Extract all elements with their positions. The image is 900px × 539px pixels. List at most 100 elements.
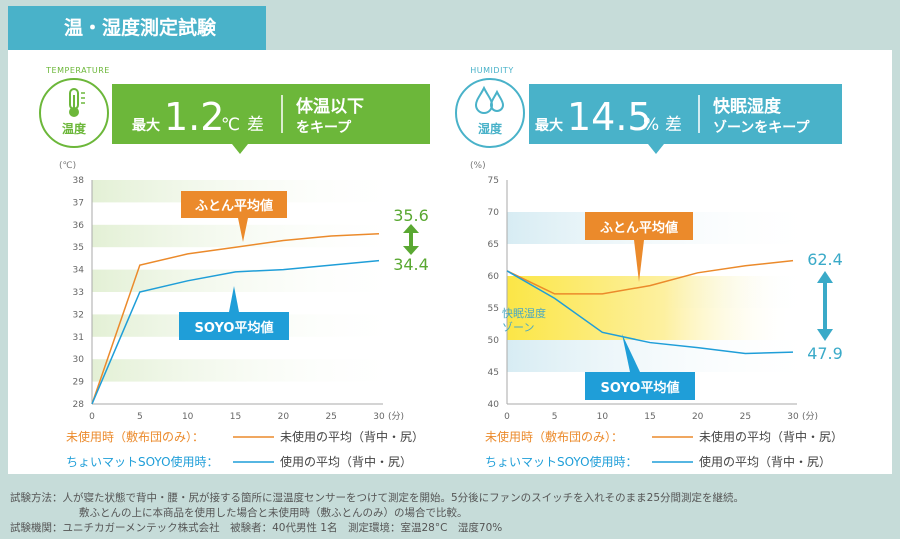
humid-soyo-label: SOYO平均値: [601, 380, 680, 396]
temp-series-line-soyo: [91, 259, 380, 405]
temp-band: [92, 269, 409, 292]
temp-y-tick-label: 34: [73, 266, 85, 276]
temp-x-tick-label: 15: [230, 412, 241, 422]
humid-icon-circle: [455, 78, 525, 148]
humid-futon-callout-pointer: [634, 240, 644, 282]
temp-x-tick-label: 30: [373, 412, 385, 422]
legend-futon-line-2: 未使用の平均（背中・尻）: [699, 429, 843, 444]
humid-y-tick-label: 45: [488, 368, 499, 378]
humid-banner-unit: %: [643, 115, 659, 135]
temp-y-tick-label: 35: [73, 243, 84, 253]
note-institution: 試験機関：ユニチカガーメンテック株式会社 被験者：40代男性 1名 測定環境：室…: [10, 522, 503, 534]
humid-band: [507, 340, 823, 372]
humid-value-high: 62.4: [807, 250, 843, 269]
humid-comfort-zone: [507, 276, 793, 340]
temp-series-line-futon: [91, 233, 380, 405]
temp-x-axis-unit: (分): [388, 411, 404, 422]
humid-y-tick-label: 65: [488, 240, 499, 250]
temp-value-high: 35.6: [393, 206, 429, 225]
temp-y-tick-label: 32: [73, 310, 84, 320]
humid-x-tick-label: 20: [692, 412, 704, 422]
temp-value-low: 34.4: [393, 255, 429, 274]
temp-futon-callout: [181, 191, 287, 218]
legend-temp: 未使用時（敷布団のみ）： 未使用の平均（背中・尻） ちょいマットSOYO使用時：…: [66, 429, 424, 469]
water-drop-icon: [474, 85, 505, 114]
legend-soyo-line: 使用の平均（背中・尻）: [280, 454, 412, 469]
temp-banner-pointer: [232, 144, 248, 154]
humid-banner-pointer: [648, 144, 664, 154]
legend-futon-condition: 未使用時（敷布団のみ）：: [66, 429, 204, 444]
humid-series-line-futon: [506, 259, 794, 295]
temp-futon-label: ふとん平均値: [195, 198, 273, 214]
temp-soyo-callout-pointer: [229, 286, 239, 312]
humid-zone-label-1: 快眠湿度: [502, 306, 546, 320]
thermometer-icon: [69, 88, 85, 117]
humid-x-tick-label: 15: [644, 412, 655, 422]
temp-y-tick-label: 31: [73, 333, 84, 343]
humid-banner: [529, 84, 842, 144]
legend-soyo-condition-2: ちょいマットSOYO使用時：: [485, 454, 638, 469]
humid-x-tick-label: 10: [597, 412, 609, 422]
temp-unit-label: (℃): [59, 161, 76, 171]
humid-x-tick-label: 30: [787, 412, 799, 422]
humid-axes: 40 45 50 55 60 65 70 75 0 5 10 15 20 25 30 (分): [488, 176, 818, 422]
humidity-section: 最大 14.5 % 差 快眠湿度 ゾーンをキープ HUMIDITY 湿度 (%)…: [455, 66, 843, 422]
temp-x-tick-label: 10: [182, 412, 194, 422]
temp-y-tick-label: 37: [73, 198, 84, 208]
temp-banner-value: 1.2: [164, 95, 224, 139]
temp-soyo-label: SOYO平均値: [195, 320, 274, 336]
humid-y-tick-label: 60: [488, 272, 500, 282]
legend-futon-line: 未使用の平均（背中・尻）: [280, 429, 424, 444]
humid-futon-label: ふとん平均値: [600, 220, 678, 236]
humid-banner-suffix: 差: [665, 115, 682, 135]
legend-soyo-condition: ちょいマットSOYO使用時：: [66, 454, 219, 469]
temp-x-tick-label: 25: [325, 412, 336, 422]
humid-soyo-callout-pointer: [622, 334, 640, 372]
temp-band: [92, 359, 409, 382]
humid-banner-value: 14.5: [567, 95, 652, 139]
temp-y-tick-label: 29: [73, 378, 85, 388]
temp-banner-line2: をキープ: [296, 120, 352, 136]
page-title: 温・湿度測定試験: [8, 6, 266, 50]
humid-y-tick-label: 70: [488, 208, 500, 218]
temp-series: [91, 233, 380, 405]
temp-banner-prefix: 最大: [132, 117, 160, 134]
legend-humid: 未使用時（敷布団のみ）： 未使用の平均（背中・尻） ちょいマットSOYO使用時：…: [485, 429, 843, 469]
temp-x-tick-label: 0: [89, 412, 95, 422]
temp-y-tick-label: 33: [73, 288, 84, 298]
temperature-section: 最大 1.2 ℃ 差 体温以下 をキープ TEMPERATURE 温度 (℃) …: [39, 66, 430, 422]
temp-diff-arrow-icon: [403, 224, 419, 255]
temp-band: [92, 224, 409, 248]
temp-grid-bands: [92, 180, 409, 382]
humid-value-low: 47.9: [807, 344, 843, 363]
humid-grid-bands: [507, 212, 823, 372]
humid-icon-caption: HUMIDITY: [470, 66, 513, 75]
temp-icon-label: 温度: [62, 121, 87, 136]
humid-y-tick-label: 55: [488, 304, 499, 314]
temp-futon-callout-pointer: [238, 218, 248, 242]
humid-soyo-callout: [585, 372, 695, 400]
temp-icon-caption: TEMPERATURE: [45, 66, 110, 75]
humid-series: [506, 259, 794, 355]
humid-zone-label-2: ゾーン: [502, 321, 534, 334]
humid-y-tick-label: 40: [488, 400, 500, 410]
note-method: 試験方法：人が寝た状態で背中・腰・尻が接する箇所に湿温度センサーをつけて測定を開…: [10, 492, 745, 504]
humid-y-tick-label: 75: [488, 176, 499, 186]
temp-banner: [112, 84, 430, 144]
note-comparison: 敷ふとんの上に本商品を使用した場合と未使用時（敷ふとんのみ）の場合で比較。: [79, 507, 468, 519]
humid-x-tick-label: 25: [740, 412, 751, 422]
humid-x-tick-label: 0: [504, 412, 510, 422]
temp-banner-suffix: 差: [247, 115, 264, 135]
legend-soyo-line-2: 使用の平均（背中・尻）: [699, 454, 831, 469]
temp-soyo-callout: [179, 312, 289, 340]
humid-banner-prefix: 最大: [535, 117, 563, 134]
temp-x-tick-label: 20: [278, 412, 290, 422]
humid-unit-label: (%): [470, 161, 486, 171]
humid-x-axis-unit: (分): [802, 411, 818, 422]
legend-futon-condition-2: 未使用時（敷布団のみ）：: [485, 429, 623, 444]
humid-y-tick-label: 50: [488, 336, 500, 346]
humid-banner-line2: ゾーンをキープ: [713, 119, 810, 136]
humid-icon-label: 湿度: [478, 121, 503, 136]
